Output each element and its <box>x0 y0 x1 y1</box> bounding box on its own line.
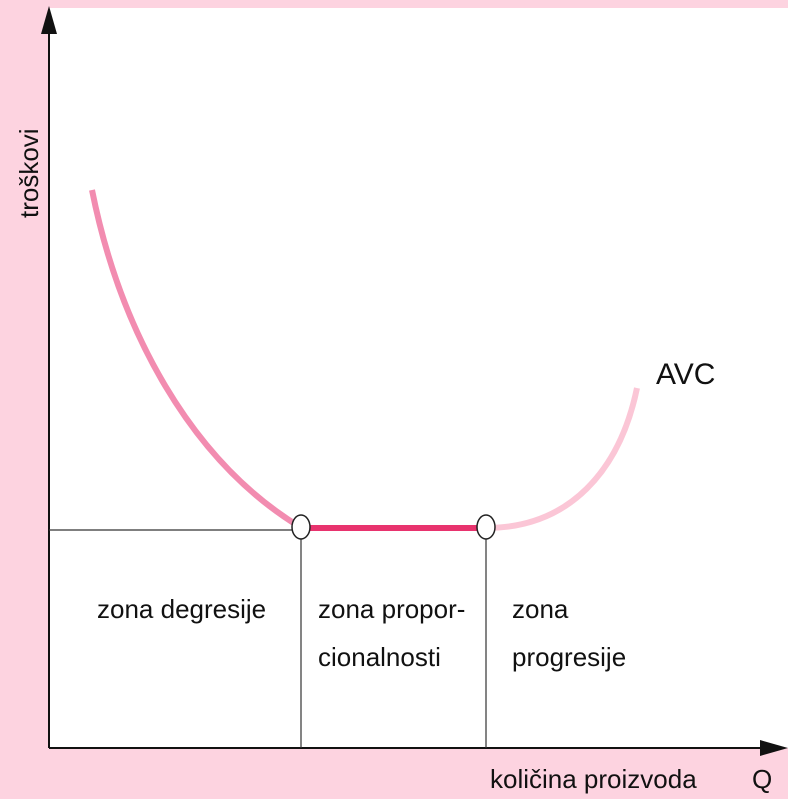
x-axis-symbol: Q <box>752 764 772 794</box>
zone-label: zona <box>512 594 569 624</box>
y-axis-arrow <box>41 6 57 34</box>
x-axis-arrow <box>760 740 788 756</box>
point <box>291 514 311 540</box>
zone-label: zona propor- <box>318 594 465 624</box>
zone-label: progresije <box>512 642 626 672</box>
x-axis-label: količina proizvoda <box>490 764 697 794</box>
point <box>476 514 496 540</box>
curve-rising <box>485 387 640 531</box>
curve-falling <box>89 189 302 530</box>
zone-label: zona degresije <box>97 594 266 624</box>
y-axis-label: troškovi <box>14 128 44 218</box>
plot-area <box>49 8 788 748</box>
zone-label: cionalnosti <box>318 642 441 672</box>
curve-label: AVC <box>656 358 715 391</box>
